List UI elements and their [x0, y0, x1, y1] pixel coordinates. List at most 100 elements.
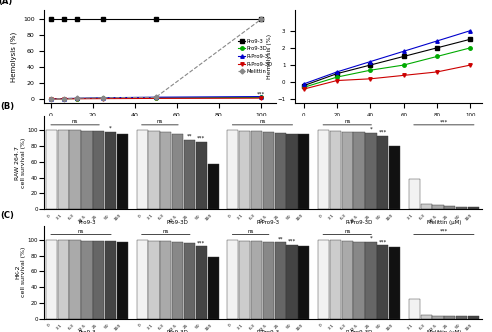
Text: Pro9-3: Pro9-3: [78, 220, 96, 225]
Text: (B): (B): [0, 102, 15, 111]
Bar: [184, 243, 195, 319]
Bar: [184, 140, 195, 209]
Text: 100: 100: [386, 323, 395, 332]
Text: 25: 25: [364, 213, 371, 220]
Bar: [105, 241, 116, 319]
Legend: Pro9-3, Pro9-3D, R-Pro9-3, R-Pro9-3D, Melittin: Pro9-3, Pro9-3D, R-Pro9-3, R-Pro9-3D, Me…: [239, 39, 273, 74]
Text: 6.3: 6.3: [158, 213, 166, 221]
Bar: [318, 240, 329, 319]
Text: 25: 25: [274, 323, 280, 330]
Text: Pro9-3D: Pro9-3D: [167, 330, 188, 332]
Text: 0: 0: [319, 213, 324, 218]
Text: **: **: [186, 134, 192, 139]
Text: 12.5: 12.5: [349, 323, 359, 332]
Bar: [456, 207, 467, 209]
Text: 25: 25: [443, 213, 450, 220]
Text: 12.5: 12.5: [77, 213, 87, 223]
Text: 0: 0: [137, 213, 142, 218]
Bar: [468, 316, 479, 319]
Bar: [432, 316, 444, 319]
Text: R-Pro9-3D: R-Pro9-3D: [345, 330, 373, 332]
Text: 0: 0: [228, 213, 233, 218]
Text: 0: 0: [47, 213, 52, 218]
Text: Pro9-3: Pro9-3: [78, 330, 96, 332]
Bar: [160, 241, 171, 319]
Text: 0: 0: [228, 323, 233, 328]
Text: 0: 0: [47, 323, 52, 328]
Text: ns: ns: [247, 229, 254, 234]
Bar: [365, 133, 376, 209]
Bar: [208, 257, 219, 319]
Text: 3.1: 3.1: [237, 323, 245, 331]
Bar: [58, 240, 69, 319]
Bar: [69, 240, 81, 319]
Text: 50: 50: [194, 323, 201, 330]
Text: 3.1: 3.1: [237, 213, 245, 221]
Text: 50: 50: [285, 213, 292, 220]
Text: 50: 50: [285, 323, 292, 330]
Text: 12.5: 12.5: [77, 323, 87, 332]
Bar: [409, 299, 420, 319]
Text: Melittin (μM): Melittin (μM): [427, 220, 461, 225]
Text: 100: 100: [295, 213, 304, 222]
Bar: [353, 241, 365, 319]
Text: 6.3: 6.3: [67, 213, 75, 221]
Bar: [298, 134, 309, 209]
Bar: [81, 131, 92, 209]
Bar: [58, 130, 69, 209]
Text: 100: 100: [386, 213, 395, 222]
Text: ns: ns: [72, 120, 78, 124]
Bar: [196, 142, 207, 209]
Text: 25: 25: [364, 323, 371, 330]
Bar: [196, 246, 207, 319]
Text: ns: ns: [344, 120, 350, 124]
Bar: [286, 245, 298, 319]
Bar: [172, 134, 183, 209]
Text: 12.5: 12.5: [168, 213, 178, 223]
Text: 12.5: 12.5: [259, 213, 268, 223]
Text: Melittin (μM): Melittin (μM): [427, 330, 461, 332]
Text: 12.5: 12.5: [428, 213, 438, 223]
Text: 3.1: 3.1: [56, 213, 63, 221]
Bar: [377, 245, 388, 319]
Bar: [275, 242, 286, 319]
Bar: [227, 240, 239, 319]
Text: ns: ns: [259, 120, 266, 124]
Text: 100: 100: [205, 323, 213, 332]
Bar: [160, 132, 171, 209]
Text: 100: 100: [114, 213, 123, 222]
Bar: [117, 241, 128, 319]
Bar: [421, 204, 432, 209]
Bar: [444, 316, 456, 319]
Text: ***: ***: [379, 130, 387, 135]
Text: 100: 100: [205, 213, 213, 222]
Text: 25: 25: [92, 323, 99, 330]
Text: 0: 0: [137, 323, 142, 328]
Bar: [275, 133, 286, 209]
Text: 25: 25: [183, 323, 189, 330]
Text: R-Pro9-3: R-Pro9-3: [257, 220, 280, 225]
Bar: [93, 131, 104, 209]
Bar: [227, 130, 239, 209]
Bar: [172, 242, 183, 319]
Text: 6.3: 6.3: [339, 323, 347, 331]
Bar: [389, 146, 400, 209]
Bar: [468, 207, 479, 209]
X-axis label: Concentration (μM): Concentration (μM): [126, 123, 194, 130]
Text: 12.5: 12.5: [428, 323, 438, 332]
Bar: [421, 315, 432, 319]
Bar: [69, 130, 81, 209]
Bar: [389, 247, 400, 319]
Text: 100: 100: [465, 323, 473, 332]
Text: 12.5: 12.5: [168, 323, 178, 332]
Bar: [456, 316, 467, 319]
Text: *: *: [109, 126, 112, 131]
Text: 50: 50: [455, 323, 461, 330]
Bar: [46, 240, 57, 319]
Text: 3.1: 3.1: [146, 213, 154, 221]
Bar: [263, 241, 274, 319]
Text: 6.3: 6.3: [419, 323, 426, 331]
Y-axis label: Hemolysis (%): Hemolysis (%): [267, 34, 272, 79]
Bar: [377, 136, 388, 209]
Bar: [330, 240, 341, 319]
